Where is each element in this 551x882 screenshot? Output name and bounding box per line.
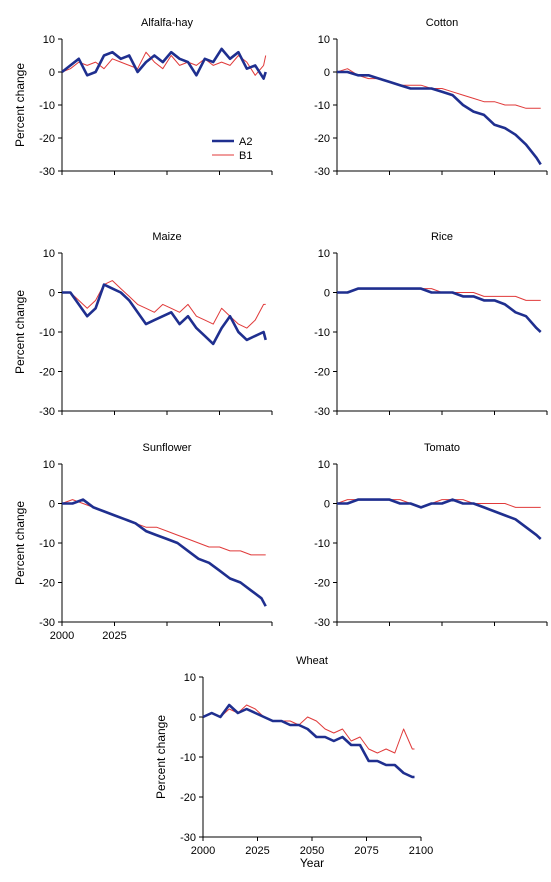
panel-cotton: Cotton 10 0 -10 -20 -30: [314, 17, 548, 178]
series-line-a2-alfalfa-hay: [61, 47, 267, 80]
legend-label-a2: A2: [239, 136, 252, 148]
series-line-b1-alfalfa-hay: [61, 51, 267, 76]
y-tick-label-alfalfa-hay: -20: [39, 133, 55, 145]
y-axis-label-sunflower: Percent change: [13, 501, 27, 585]
legend-label-b1: B1: [239, 150, 252, 162]
y-tick-label-cotton: 10: [318, 34, 330, 46]
series-line-a2-sunflower: [62, 498, 267, 607]
y-tick-label-sunflower: 0: [49, 499, 55, 511]
y-tick-label-cotton: -30: [314, 166, 330, 178]
series-line-b1-maize: [62, 280, 266, 329]
x-tick-label-wheat: 2000: [191, 845, 215, 857]
y-tick-label-cotton: -20: [314, 133, 330, 145]
y-tick-label-cotton: 0: [324, 67, 330, 79]
panel-rice: Rice 10 0 -10 -20 -30: [314, 231, 548, 418]
series-line-a2-cotton: [337, 70, 542, 166]
y-tick-label-sunflower: -20: [39, 578, 55, 590]
series-line-b1-rice: [337, 288, 541, 301]
x-axis-label-wheat: Year: [300, 856, 324, 870]
y-tick-label-tomato: -20: [314, 578, 330, 590]
y-axis-label-maize: Percent change: [13, 290, 27, 374]
y-tick-label-tomato: 0: [324, 499, 330, 511]
y-tick-label-wheat: 0: [190, 712, 196, 724]
y-tick-label-sunflower: -10: [39, 538, 55, 550]
y-tick-label-sunflower: -30: [39, 617, 55, 629]
x-tick-label-sunflower: 2000: [50, 630, 74, 642]
y-tick-label-alfalfa-hay: 10: [43, 34, 55, 46]
y-tick-label-rice: -30: [314, 406, 330, 418]
y-tick-label-alfalfa-hay: -30: [39, 166, 55, 178]
y-tick-label-tomato: -10: [314, 538, 330, 550]
x-tick-label-wheat: 2025: [245, 845, 269, 857]
panel-title-tomato: Tomato: [424, 442, 460, 454]
panel-title-cotton: Cotton: [426, 17, 458, 29]
y-axis-label-alfalfa-hay: Percent change: [13, 63, 27, 147]
y-tick-label-rice: -20: [314, 367, 330, 379]
y-tick-label-maize: -20: [39, 367, 55, 379]
series-line-b1-cotton: [336, 68, 541, 109]
y-tick-label-rice: 10: [318, 248, 330, 260]
y-tick-label-maize: 10: [43, 248, 55, 260]
y-tick-label-alfalfa-hay: -10: [39, 100, 55, 112]
y-tick-label-tomato: 10: [318, 459, 330, 471]
y-tick-label-wheat: -20: [180, 792, 196, 804]
y-tick-label-maize: 0: [49, 288, 55, 300]
y-tick-label-maize: -10: [39, 327, 55, 339]
y-tick-label-tomato: -30: [314, 617, 330, 629]
panel-title-alfalfa-hay: Alfalfa-hay: [141, 17, 193, 29]
y-tick-label-alfalfa-hay: 0: [49, 67, 55, 79]
panel-title-rice: Rice: [431, 231, 453, 243]
x-tick-label-wheat: 2050: [300, 845, 324, 857]
panel-tomato: Tomato 10 0 -10 -20 -30: [314, 442, 548, 629]
y-tick-label-wheat: 10: [184, 672, 196, 684]
panel-maize: Maize 10 0 -10 -20 -30 Percent change: [13, 231, 273, 418]
y-tick-label-wheat: -30: [180, 832, 196, 844]
x-tick-label-wheat: 2075: [354, 845, 378, 857]
x-tick-label-wheat: 2100: [409, 845, 433, 857]
series-line-a2-rice: [337, 287, 542, 333]
y-tick-label-maize: -30: [39, 406, 55, 418]
series-line-a2-tomato: [337, 498, 542, 540]
panel-title-maize: Maize: [152, 231, 181, 243]
y-tick-label-rice: 0: [324, 288, 330, 300]
series-line-a2-maize: [62, 283, 267, 346]
series-line-a2-wheat: [202, 703, 415, 779]
y-tick-label-cotton: -10: [314, 100, 330, 112]
y-tick-label-rice: -10: [314, 327, 330, 339]
y-axis-label-wheat: Percent change: [154, 715, 168, 799]
panel-title-wheat: Wheat: [296, 655, 328, 667]
y-tick-label-wheat: -10: [180, 752, 196, 764]
y-tick-label-sunflower: 10: [43, 459, 55, 471]
x-tick-label-sunflower: 2025: [102, 630, 126, 642]
panel-title-sunflower: Sunflower: [143, 442, 192, 454]
